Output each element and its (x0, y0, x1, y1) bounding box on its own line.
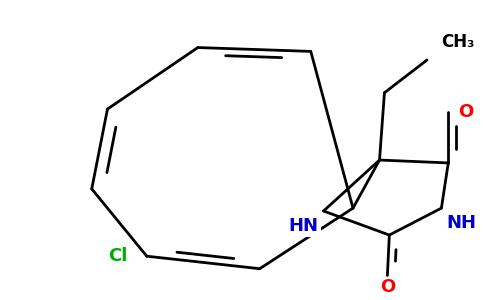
Text: O: O (458, 103, 473, 121)
Text: HN: HN (289, 217, 319, 235)
Text: CH₃: CH₃ (441, 33, 475, 51)
Text: Cl: Cl (108, 247, 128, 265)
Text: O: O (380, 278, 395, 296)
Text: NH: NH (446, 214, 476, 232)
